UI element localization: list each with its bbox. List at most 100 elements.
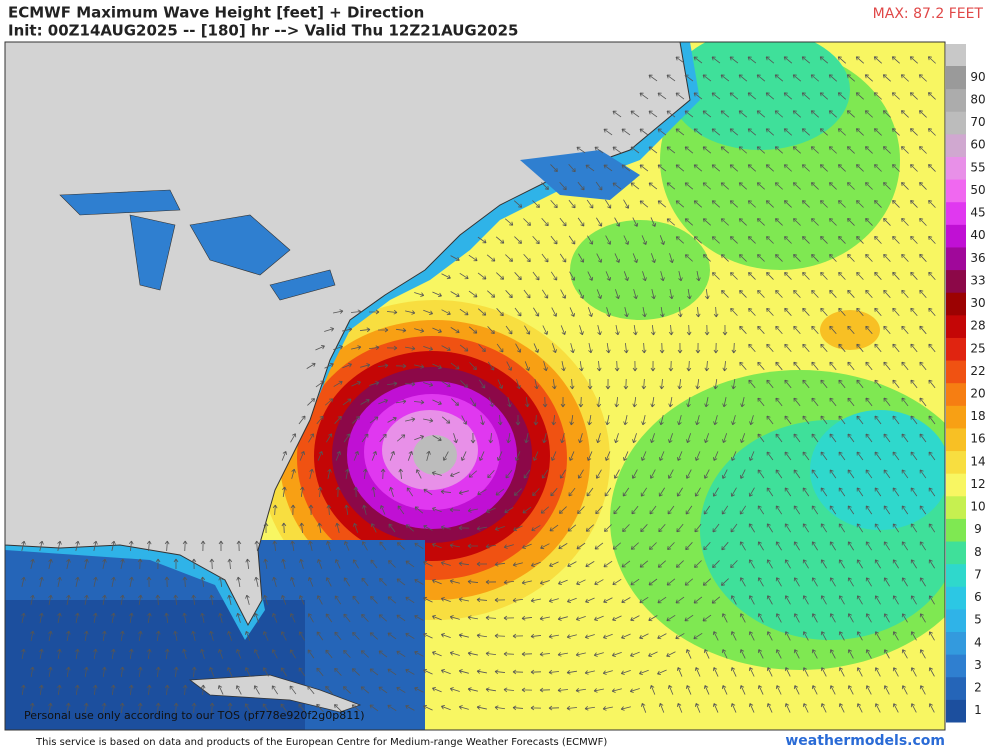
- arrow: [521, 651, 533, 657]
- arrow: [120, 630, 125, 642]
- arrow: [604, 451, 611, 461]
- arrow: [468, 254, 478, 262]
- arrow: [345, 468, 350, 479]
- arrow: [290, 540, 295, 551]
- wave-zone: [570, 220, 710, 320]
- arrow: [711, 92, 721, 100]
- arrow: [765, 164, 774, 172]
- arrow: [892, 164, 900, 172]
- arrow: [793, 649, 800, 659]
- arrow: [396, 614, 406, 622]
- arrow: [612, 578, 622, 586]
- arrow: [494, 526, 505, 531]
- arrow: [775, 325, 783, 334]
- brand: weathermodels.com: [785, 733, 945, 749]
- arrow: [775, 541, 782, 551]
- arrow: [48, 630, 53, 641]
- arrow: [865, 218, 873, 226]
- arrow: [666, 110, 676, 118]
- arrow: [477, 272, 487, 280]
- arrow: [630, 146, 640, 154]
- arrow: [847, 505, 855, 515]
- arrow: [659, 342, 665, 354]
- arrow: [802, 595, 809, 605]
- arrow: [48, 558, 53, 569]
- arrow: [865, 182, 873, 190]
- arrow: [512, 597, 524, 603]
- arrow: [910, 487, 918, 497]
- arrow: [667, 469, 674, 479]
- arrow: [512, 562, 523, 567]
- arrow: [84, 594, 89, 605]
- arrow: [360, 363, 371, 368]
- arrow: [739, 613, 746, 623]
- arrow: [440, 489, 452, 495]
- arrow: [603, 633, 613, 639]
- arrow: [621, 560, 631, 568]
- arrow: [343, 577, 351, 587]
- arrow: [660, 271, 665, 282]
- arrow: [309, 468, 314, 479]
- arrow: [423, 488, 433, 496]
- arrow: [398, 468, 404, 480]
- arrow: [558, 543, 568, 550]
- arrow: [919, 217, 927, 226]
- arrow: [414, 650, 424, 657]
- arrow: [39, 612, 44, 623]
- arrow: [440, 525, 451, 530]
- arrow: [378, 399, 388, 405]
- arrow: [534, 379, 539, 390]
- arrow: [731, 379, 736, 390]
- arrow: [666, 578, 676, 586]
- arrow: [874, 667, 881, 677]
- arrow: [138, 594, 143, 605]
- arrow: [891, 56, 900, 64]
- arrow: [829, 469, 837, 479]
- arrow: [503, 615, 515, 621]
- arrow: [784, 379, 792, 389]
- arrow: [476, 705, 487, 710]
- arrow: [48, 666, 53, 678]
- arrow: [642, 271, 647, 282]
- arrow: [883, 541, 891, 551]
- arrow: [263, 558, 268, 569]
- arrow: [730, 631, 737, 641]
- arrow: [615, 325, 620, 336]
- arrow: [702, 110, 712, 118]
- arrow: [694, 523, 702, 533]
- arrow: [820, 236, 828, 244]
- arrow: [695, 306, 701, 318]
- arrow: [650, 685, 656, 695]
- arrow: [632, 396, 637, 408]
- arrow: [450, 362, 460, 370]
- arrow: [467, 508, 478, 513]
- arrow: [784, 703, 791, 713]
- arrow: [218, 576, 224, 588]
- arrow: [856, 343, 864, 353]
- arrow: [396, 686, 406, 693]
- arrow: [811, 541, 818, 551]
- arrow: [632, 253, 638, 263]
- legend-swatch: [946, 66, 966, 90]
- arrow: [630, 578, 640, 586]
- arrow: [901, 397, 909, 407]
- legend-label: 18: [970, 409, 985, 423]
- arrow: [594, 542, 604, 550]
- arrow: [901, 289, 909, 298]
- arrow: [494, 669, 506, 675]
- arrow: [910, 200, 918, 208]
- arrow: [316, 703, 324, 712]
- arrow: [84, 558, 89, 569]
- arrow: [928, 451, 936, 461]
- arrow: [810, 74, 820, 82]
- arrow: [30, 558, 35, 569]
- arrow: [361, 541, 368, 551]
- arrow: [648, 146, 658, 154]
- arrow: [855, 164, 864, 172]
- arrow: [660, 307, 665, 318]
- arrow: [541, 469, 549, 479]
- arrow: [855, 92, 864, 100]
- arrow: [235, 685, 242, 695]
- arrow: [684, 218, 694, 226]
- arrow: [343, 613, 351, 623]
